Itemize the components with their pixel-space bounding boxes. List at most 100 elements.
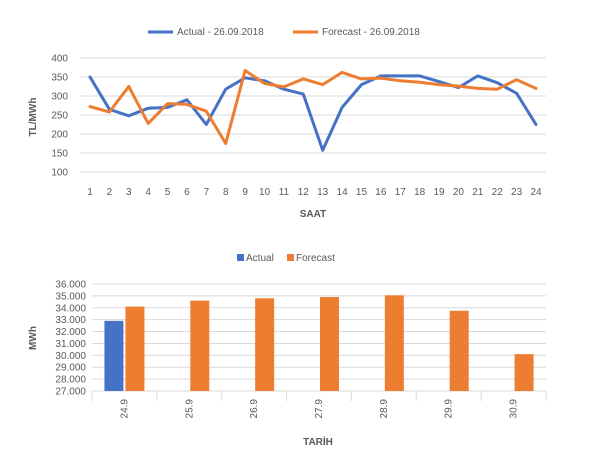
y-tick-label: 28.000 [55, 375, 86, 386]
data-point [399, 74, 402, 77]
bar-chart-x-title: TARİH [303, 435, 333, 448]
data-point [418, 81, 421, 84]
data-point [147, 122, 150, 125]
y-tick-label: 400 [51, 54, 68, 65]
data-point [515, 92, 518, 95]
line-chart-y-title: TL/MWh [28, 98, 39, 137]
bar-forecast-26-9 [255, 298, 275, 391]
y-tick-label: 350 [51, 73, 68, 84]
x-tick-label: 22 [492, 187, 504, 198]
data-point [341, 106, 344, 109]
data-point [302, 77, 305, 80]
data-point [476, 74, 479, 77]
bar-forecast-24-9 [125, 306, 145, 391]
data-point [321, 83, 324, 86]
x-tick-label: 8 [223, 187, 229, 198]
data-point [205, 110, 208, 113]
x-tick-label: 13 [317, 187, 329, 198]
x-tick-label: 3 [126, 187, 132, 198]
line-chart-x-title: SAAT [300, 209, 326, 220]
x-tick-label: 29.9 [444, 399, 455, 419]
bar-chart: Actual Forecast 27.00028.00029.00030.000… [28, 253, 547, 448]
y-tick-label: 36.000 [55, 280, 86, 291]
legend-label-actual: Actual [246, 253, 274, 264]
y-tick-label: 30.000 [55, 351, 86, 362]
x-tick-label: 26.9 [249, 399, 260, 419]
data-point [457, 85, 460, 88]
line-chart-legend: Actual - 26.09.2018 Forecast - 26.09.201… [148, 27, 420, 38]
bar-chart-y-title: MWh [28, 326, 39, 350]
data-point [496, 88, 499, 91]
bar-forecast-28-9 [384, 295, 404, 391]
data-point [244, 69, 247, 72]
bar-forecast-25-9 [190, 300, 210, 391]
series-line-forecast [88, 69, 538, 145]
line-chart-series [88, 69, 538, 152]
legend-label-actual: Actual - 26.09.2018 [177, 27, 264, 38]
x-tick-label: 12 [298, 187, 310, 198]
data-point [321, 149, 324, 152]
x-tick-label: 28.9 [379, 399, 390, 419]
y-tick-label: 34.000 [55, 303, 86, 314]
data-point [476, 87, 479, 90]
y-tick-label: 200 [51, 130, 68, 141]
line-chart-y-ticks: 100 150 200 250 300 350 400 [51, 54, 68, 179]
bar-chart-y-ticks: 27.00028.00029.00030.00031.00032.00033.0… [55, 280, 86, 398]
x-tick-label: 18 [414, 187, 426, 198]
y-tick-label: 31.000 [55, 339, 86, 350]
data-point [185, 98, 188, 101]
data-point [127, 114, 130, 117]
data-point [379, 77, 382, 80]
data-point [185, 103, 188, 106]
bar-forecast-29-9 [449, 310, 469, 391]
x-tick-label: 9 [242, 187, 248, 198]
data-point [263, 82, 266, 85]
data-point [89, 105, 92, 108]
x-tick-label: 23 [511, 187, 523, 198]
x-tick-label: 10 [259, 187, 271, 198]
x-tick-label: 19 [433, 187, 445, 198]
y-tick-label: 300 [51, 92, 68, 103]
x-tick-label: 21 [472, 187, 484, 198]
legend-swatch-forecast [287, 254, 294, 261]
data-point [224, 88, 227, 91]
bar-actual-24-9 [104, 320, 124, 391]
data-point [166, 102, 169, 105]
x-tick-label: 6 [184, 187, 190, 198]
x-tick-label: 11 [279, 187, 290, 198]
bar-forecast-30-9 [514, 354, 534, 391]
data-point [438, 83, 441, 86]
line-chart: Actual - 26.09.2018 Forecast - 26.09.201… [28, 27, 546, 220]
bar-forecast-27-9 [320, 297, 339, 391]
y-tick-label: 27.000 [55, 387, 86, 398]
data-point [127, 85, 130, 88]
y-tick-label: 150 [51, 149, 68, 160]
data-point [205, 123, 208, 126]
data-point [282, 85, 285, 88]
bar-chart-bars [104, 295, 534, 391]
y-tick-label: 35.000 [55, 291, 86, 302]
legend-swatch-actual [237, 254, 244, 261]
data-point [147, 107, 150, 110]
data-point [535, 123, 538, 126]
y-tick-label: 100 [51, 168, 68, 179]
x-tick-label: 2 [107, 187, 113, 198]
x-tick-label: 4 [145, 187, 151, 198]
data-point [535, 87, 538, 90]
x-tick-label: 14 [337, 187, 349, 198]
line-chart-gridlines [80, 57, 546, 173]
data-point [302, 93, 305, 96]
x-tick-label: 25.9 [184, 399, 195, 419]
data-point [515, 78, 518, 81]
x-tick-label: 15 [356, 187, 368, 198]
data-point [399, 79, 402, 82]
data-point [108, 110, 111, 113]
y-tick-label: 250 [51, 111, 68, 122]
data-point [438, 80, 441, 83]
bar-chart-legend: Actual Forecast [237, 253, 335, 264]
x-tick-label: 30.9 [509, 399, 520, 419]
x-tick-label: 27.9 [314, 399, 325, 419]
legend-label-forecast: Forecast - 26.09.2018 [322, 27, 420, 38]
x-tick-label: 5 [165, 187, 171, 198]
